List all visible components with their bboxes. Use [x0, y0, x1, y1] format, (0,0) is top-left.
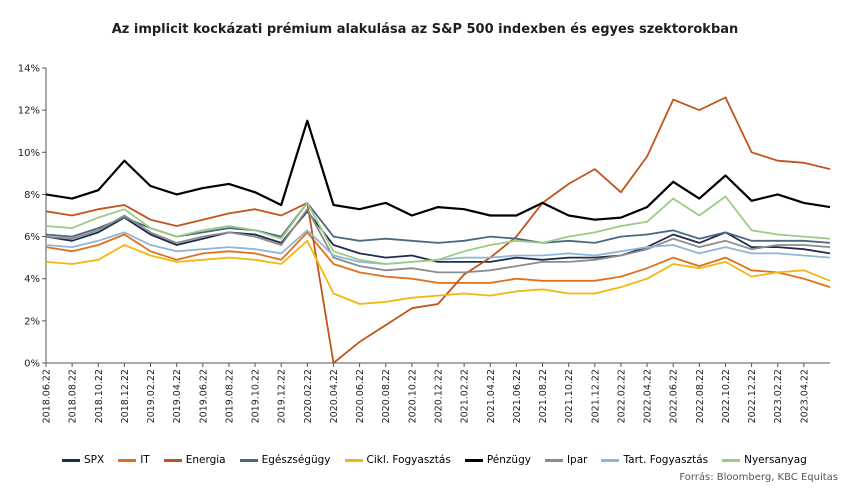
source-note: Forrás: Bloomberg, KBC Equitas	[679, 472, 838, 483]
x-tick-label: 2020.06.22	[355, 369, 366, 423]
x-tick-label: 2018.06.22	[42, 369, 53, 423]
series-line-2	[45, 96, 831, 364]
x-tick-label: 2021.10.22	[564, 369, 575, 423]
legend-label: SPX	[84, 454, 105, 466]
legend-label: Egészségügy	[261, 454, 331, 466]
legend-item: Nyersanyag	[722, 452, 807, 468]
x-tick-label: 2022.06.22	[669, 369, 680, 423]
x-tick-label: 2021.02.22	[460, 369, 471, 423]
x-tick-label: 2023.04.22	[799, 369, 810, 423]
x-tick-label: 2018.08.22	[68, 369, 79, 423]
x-tick-label: 2019.06.22	[198, 369, 209, 423]
y-tick-label: 10%	[18, 148, 40, 159]
legend-label: Tart. Fogyasztás	[623, 454, 709, 466]
chart-title: Az implicit kockázati prémium alakulása …	[111, 22, 739, 37]
legend-swatch	[344, 458, 363, 462]
y-tick-label: 2%	[24, 316, 40, 327]
legend-swatch	[464, 458, 483, 462]
series-line-1	[45, 231, 831, 288]
series-line-5	[45, 119, 831, 221]
x-tick-label: 2022.08.22	[695, 369, 706, 423]
legend-swatch	[601, 458, 620, 462]
x-tick-label: 2020.10.22	[407, 369, 418, 423]
x-tick-label: 2019.10.22	[251, 369, 262, 423]
y-tick-label: 14%	[18, 64, 40, 75]
y-tick-label: 0%	[24, 359, 40, 370]
legend-item: Egészségügy	[239, 452, 331, 468]
legend-swatch	[239, 458, 258, 462]
x-tick-label: 2022.02.22	[616, 369, 627, 423]
legend-swatch	[118, 458, 137, 462]
y-tick-label: 4%	[24, 274, 40, 285]
legend-item: Cikl. Fogyasztás	[344, 452, 451, 468]
legend-item: Energia	[163, 452, 226, 468]
x-tick-label: 2019.08.22	[224, 369, 235, 423]
x-tick-label: 2018.12.22	[120, 369, 131, 423]
legend-swatch	[722, 458, 741, 462]
x-tick-label: 2023.02.22	[773, 369, 784, 423]
plot-area: 0% 2% 4% 6% 8% 10% 12% 14% 2018.06.22 2018.08.22 2…	[18, 64, 831, 423]
y-tick-label: 6%	[24, 232, 40, 243]
x-tick-label: 2022.12.22	[747, 369, 758, 423]
x-tick-label: 2019.02.22	[146, 369, 157, 423]
x-tick-label: 2018.10.22	[94, 369, 105, 423]
legend-swatch	[62, 458, 80, 462]
x-tick-label: 2020.04.22	[329, 369, 340, 423]
y-tick-label: 8%	[24, 190, 40, 201]
legend-item: IT	[118, 452, 150, 468]
legend-label: Energia	[185, 454, 226, 466]
series-line-4	[45, 239, 831, 305]
legend-item: Tart. Fogyasztás	[601, 452, 708, 468]
y-tick-label: 12%	[18, 106, 40, 117]
series-line-0	[45, 210, 831, 263]
legend-label: Nyersanyag	[744, 454, 807, 466]
x-tick-label: 2022.04.22	[643, 369, 654, 423]
legend: SPX IT Energia Egészségügy Cikl. Fogyasztás P…	[62, 452, 842, 468]
x-tick-label: 2019.12.22	[277, 369, 288, 423]
x-tick-label: 2022.10.22	[721, 369, 732, 423]
legend-swatch	[163, 458, 182, 462]
legend-label: Ipar	[566, 454, 588, 466]
legend-label: IT	[140, 454, 150, 466]
legend-label: Cikl. Fogyasztás	[366, 454, 451, 466]
legend-item: Pénzügy	[464, 452, 531, 468]
x-tick-label: 2019.04.22	[172, 369, 183, 423]
x-tick-label: 2021.06.22	[512, 369, 523, 423]
x-tick-label: 2021.08.22	[538, 369, 549, 423]
legend-item: SPX	[62, 452, 104, 468]
series-line-6	[45, 208, 831, 274]
legend-item: Ipar	[544, 452, 588, 468]
x-tick-label: 2021.04.22	[486, 369, 497, 423]
x-tick-label: 2021.12.22	[590, 369, 601, 423]
x-tick-label: 2020.08.22	[381, 369, 392, 423]
legend-swatch	[544, 458, 563, 462]
legend-label: Pénzügy	[486, 454, 531, 466]
x-tick-label: 2020.02.22	[303, 369, 314, 423]
series-line-8	[45, 195, 831, 265]
x-tick-label: 2020.12.22	[434, 369, 445, 423]
